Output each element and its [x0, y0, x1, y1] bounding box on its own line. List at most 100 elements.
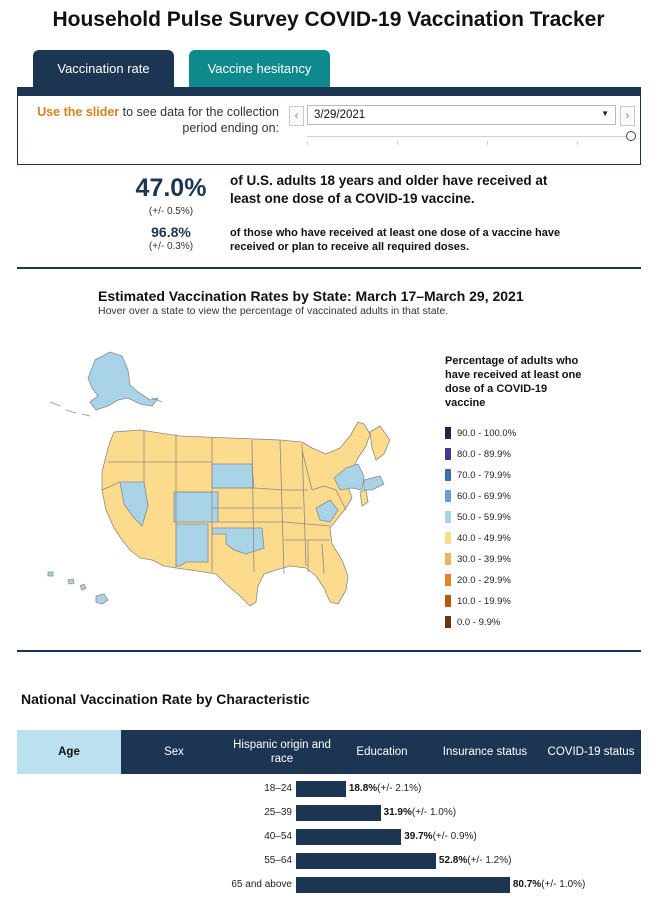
legend-item: 10.0 - 19.9% [445, 594, 511, 608]
bar-value-label: 52.8%(+/- 1.2%) [439, 855, 512, 866]
national-rate-margin: (+/- 0.5%) [148, 206, 194, 217]
legend-item: 50.0 - 59.9% [445, 510, 511, 524]
period-slider-handle[interactable] [626, 131, 636, 141]
us-state-map[interactable] [40, 340, 410, 630]
page-title: Household Pulse Survey COVID-19 Vaccinat… [52, 8, 605, 31]
bar-value: 80.7% [512, 879, 542, 890]
state-hawaii[interactable] [47, 571, 109, 605]
legend-swatch [445, 448, 451, 460]
legend-swatch [445, 595, 451, 607]
characteristic-tabs: Age Sex Hispanic origin and race Educati… [17, 730, 641, 774]
national-rate-description: of U.S. adults 18 years and older have r… [230, 173, 548, 206]
tab-bar-underline [17, 87, 641, 96]
bar[interactable] [296, 805, 381, 821]
legend-item: 90.0 - 100.0% [445, 426, 516, 440]
alaska-islands [49, 397, 163, 417]
bar-margin: (+/- 1.0%) [411, 807, 457, 818]
legend-item: 80.0 - 89.9% [445, 447, 511, 461]
chevron-right-icon: › [625, 110, 630, 122]
slider-instruction: Use the slider to see data for the colle… [24, 104, 279, 136]
map-title: Estimated Vaccination Rates by State: Ma… [98, 288, 524, 304]
bar-value-label: 80.7%(+/- 1.0%) [513, 879, 586, 890]
complete-series-margin: (+/- 0.3%) [148, 241, 194, 252]
legend-label: 80.0 - 89.9% [457, 448, 511, 460]
legend-title: Percentage of adults who have received a… [445, 355, 582, 409]
state-south-dakota[interactable] [211, 463, 255, 489]
legend-swatch [445, 427, 451, 439]
state-alaska[interactable] [87, 351, 159, 411]
period-slider-track[interactable] [307, 136, 627, 137]
bar[interactable] [296, 853, 436, 869]
bar[interactable] [296, 781, 346, 797]
bar[interactable] [296, 877, 510, 893]
slider-tick [577, 141, 578, 145]
bar-category-label: 65 and above [231, 879, 292, 890]
bar-margin: (+/- 0.9%) [432, 831, 477, 842]
legend-item: 20.0 - 29.9% [445, 573, 511, 587]
legend-label: 20.0 - 29.9% [457, 574, 511, 586]
legend-swatch [445, 469, 451, 481]
bar-margin: (+/- 2.1%) [377, 783, 422, 794]
legend-swatch [445, 532, 451, 544]
legend-label: 50.0 - 59.9% [457, 511, 511, 523]
characteristic-title: National Vaccination Rate by Characteris… [21, 691, 310, 707]
state-new-york[interactable] [333, 463, 365, 491]
tab-sex[interactable]: Sex [164, 746, 184, 758]
bar-value: 18.8% [348, 783, 378, 794]
slider-tick [397, 141, 398, 145]
bar-value-label: 31.9%(+/- 1.0%) [384, 807, 457, 818]
legend-swatch [445, 553, 451, 565]
slider-panel: Use the slider to see data for the colle… [17, 96, 641, 165]
state-massachusetts-ri-ct[interactable] [363, 475, 385, 491]
tab-vaccination-rate[interactable]: Vaccination rate [33, 50, 174, 87]
state-new-mexico[interactable] [175, 523, 209, 567]
next-period-button[interactable]: › [620, 106, 635, 126]
previous-period-button[interactable]: ‹ [289, 106, 304, 126]
bar-margin: (+/- 1.2%) [467, 855, 512, 866]
period-date-select[interactable]: 3/29/2021 ▼ [307, 105, 616, 125]
bar-value-label: 18.8%(+/- 2.1%) [349, 783, 422, 794]
legend-item: 30.0 - 39.9% [445, 552, 511, 566]
chevron-left-icon: ‹ [294, 110, 299, 122]
legend-label: 0.0 - 9.9% [457, 616, 501, 628]
legend-label: 10.0 - 19.9% [457, 595, 511, 607]
state-west-virginia[interactable] [315, 499, 339, 523]
legend-swatch [445, 574, 451, 586]
tab-insurance-status[interactable]: Insurance status [442, 746, 528, 758]
legend-label: 90.0 - 100.0% [457, 427, 517, 439]
bar-margin: (+/- 1.0%) [541, 879, 586, 890]
slider-tick [307, 141, 308, 145]
bar-category-label: 55–64 [264, 855, 292, 866]
selected-date: 3/29/2021 [314, 109, 366, 121]
bar[interactable] [296, 829, 402, 845]
bar-category-label: 18–24 [264, 783, 292, 794]
state-borders [101, 430, 347, 575]
legend-label: 70.0 - 79.9% [457, 469, 511, 481]
bar-value: 52.8% [438, 855, 468, 866]
tab-age[interactable]: Age [17, 730, 121, 774]
dropdown-caret-icon: ▼ [601, 109, 609, 118]
slider-instruction-rest: to see data for the collection period en… [119, 105, 279, 135]
legend-item: 0.0 - 9.9% [445, 615, 500, 629]
legend-swatch [445, 511, 451, 523]
tab-vaccine-hesitancy[interactable]: Vaccine hesitancy [189, 50, 330, 87]
legend-label: 30.0 - 39.9% [457, 553, 511, 565]
legend-item: 70.0 - 79.9% [445, 468, 511, 482]
map-subtitle: Hover over a state to view the percentag… [98, 305, 449, 317]
state-maine[interactable] [369, 425, 391, 461]
section-divider [17, 267, 641, 269]
state-oklahoma[interactable] [211, 527, 265, 555]
slider-tick [487, 141, 488, 145]
slider-instruction-emphasis: Use the slider [37, 105, 120, 119]
tab-covid19-status[interactable]: COVID-19 status [547, 746, 635, 758]
legend-swatch [445, 490, 451, 502]
legend-label: 60.0 - 69.9% [457, 490, 511, 502]
tab-education[interactable]: Education [356, 746, 408, 758]
state-new-jersey[interactable] [359, 489, 369, 507]
national-rate-value: 47.0% [135, 174, 207, 202]
legend-label: 40.0 - 49.9% [457, 532, 511, 544]
legend-item: 60.0 - 69.9% [445, 489, 511, 503]
bar-value: 31.9% [383, 807, 412, 818]
state-colorado[interactable] [173, 491, 219, 523]
tab-hispanic-origin-race[interactable]: Hispanic origin and race [233, 739, 331, 765]
